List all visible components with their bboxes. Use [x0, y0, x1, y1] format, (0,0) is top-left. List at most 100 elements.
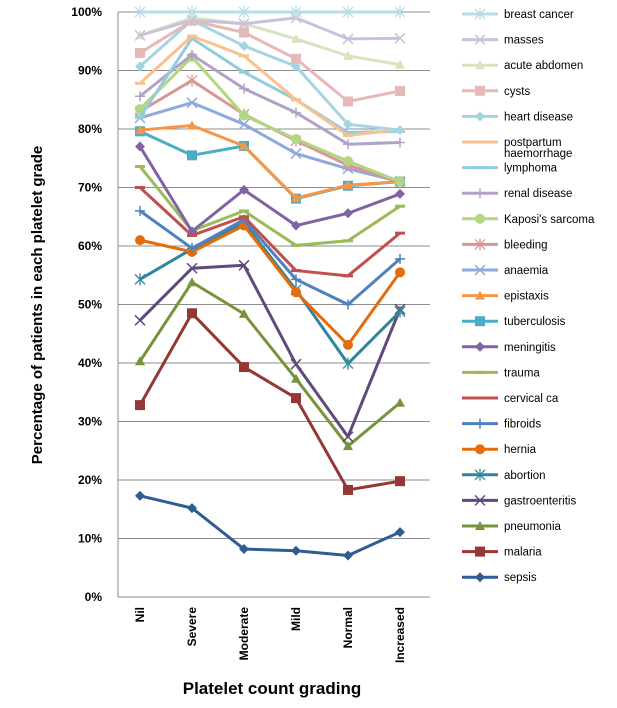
data-point	[134, 314, 146, 326]
data-point	[135, 356, 145, 366]
legend-label: epistaxis	[504, 291, 549, 303]
data-point	[343, 550, 353, 561]
y-tick-label: 80%	[78, 122, 102, 136]
y-tick-label: 10%	[78, 532, 102, 546]
data-point	[187, 277, 197, 287]
legend-entry: acute abdomen	[462, 60, 583, 72]
y-tick-label: 70%	[78, 181, 102, 195]
y-tick-label: 60%	[78, 239, 102, 253]
series-line	[138, 311, 401, 492]
data-point	[291, 193, 301, 203]
data-point	[186, 97, 198, 109]
data-point	[342, 357, 354, 370]
data-point	[239, 308, 249, 318]
data-point	[135, 141, 145, 152]
legend-entry: lymphoma	[462, 163, 558, 175]
legend-label: breast cancer	[504, 9, 574, 21]
data-point	[134, 273, 146, 286]
data-point	[342, 33, 354, 45]
data-point	[343, 180, 353, 190]
legend-marker	[475, 213, 485, 224]
data-point	[395, 397, 405, 407]
series-line	[139, 16, 401, 41]
legend-label: haemorrhage	[504, 148, 572, 160]
data-point	[238, 118, 250, 130]
data-point	[187, 308, 197, 319]
series-line	[139, 209, 401, 306]
data-point	[239, 83, 249, 94]
data-point	[135, 125, 145, 135]
data-point	[290, 148, 302, 160]
series-cervical-ca	[135, 186, 405, 278]
legend: breast cancer masses acute abdomen cysts hea…	[462, 8, 595, 584]
series-line	[139, 221, 402, 366]
legend-label: tuberculosis	[504, 316, 566, 328]
y-axis-ticks: 0% 10% 20% 30% 40% 50% 60% 70% 80% 90% 100%	[71, 5, 102, 604]
legend-label: hernia	[504, 444, 537, 456]
data-point	[291, 61, 301, 72]
series-line	[138, 34, 401, 137]
series-renal-disease	[135, 49, 405, 150]
data-point	[291, 373, 301, 383]
data-point	[135, 61, 145, 72]
series-masses	[134, 12, 406, 45]
series-line	[139, 494, 401, 557]
data-point	[134, 29, 146, 41]
series-line	[138, 55, 401, 184]
data-point	[187, 226, 197, 237]
legend-entry: masses	[462, 34, 544, 47]
data-point	[186, 6, 198, 18]
legend-entry: Kaposi's sarcoma	[462, 213, 595, 226]
data-point	[395, 176, 405, 187]
legend-label: acute abdomen	[504, 60, 583, 72]
legend-label: fibroids	[504, 419, 541, 431]
legend-label: cysts	[504, 86, 530, 98]
series-hernia	[135, 220, 405, 350]
data-point	[291, 33, 301, 43]
data-point	[343, 50, 353, 60]
series-line	[138, 36, 401, 135]
legend-label: postpartum	[504, 137, 562, 149]
y-tick-label: 100%	[71, 5, 102, 19]
series-line	[139, 101, 401, 184]
legend-label: cervical ca	[504, 393, 559, 405]
y-tick-label: 30%	[78, 415, 102, 429]
legend-entry: hernia	[462, 444, 537, 456]
x-tick-label: Nil	[133, 607, 147, 622]
series-meningitis	[135, 141, 405, 237]
data-point	[343, 156, 353, 167]
legend-marker	[475, 546, 485, 557]
y-tick-label: 40%	[78, 356, 102, 370]
data-point	[291, 107, 301, 118]
data-point	[395, 188, 405, 199]
data-point	[135, 235, 145, 246]
legend-entry: meningitis	[462, 341, 556, 354]
data-point	[343, 208, 353, 219]
data-point	[186, 14, 198, 26]
data-point	[290, 358, 302, 370]
series-fibroids	[135, 205, 405, 310]
series-line	[139, 18, 401, 132]
data-point	[395, 125, 405, 136]
data-point	[187, 503, 197, 514]
legend-entry: heart disease	[462, 111, 573, 123]
data-point	[343, 484, 353, 495]
x-axis-title: Platelet count grading	[183, 679, 362, 698]
legend-label: meningitis	[504, 342, 556, 354]
data-point	[291, 274, 301, 285]
data-point	[395, 476, 405, 487]
legend-marker	[475, 444, 485, 455]
legend-label: bleeding	[504, 239, 547, 251]
data-point	[239, 184, 249, 195]
data-point	[343, 139, 353, 150]
legend-marker	[475, 521, 485, 530]
data-point	[343, 339, 353, 350]
legend-marker	[474, 8, 486, 20]
legend-label: heart disease	[504, 111, 573, 123]
legend-entry: gastroenteritis	[462, 494, 576, 507]
legend-marker	[475, 572, 485, 583]
data-point	[186, 74, 198, 87]
data-point	[394, 305, 406, 318]
series-epistaxis	[135, 120, 405, 203]
